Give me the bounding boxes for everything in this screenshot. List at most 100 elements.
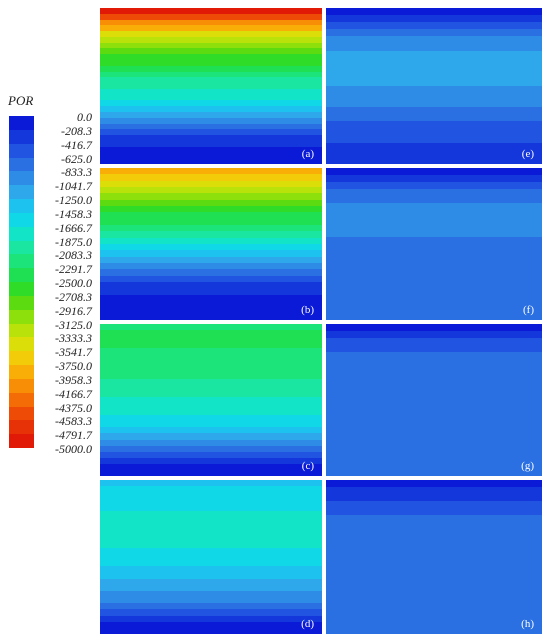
- contour-band: [100, 439, 322, 447]
- contour-band: [100, 83, 322, 90]
- contour-band: [100, 480, 322, 487]
- contour-band: [326, 216, 542, 224]
- contour-band: [100, 168, 322, 175]
- contour-band: [326, 107, 542, 115]
- contour-band: [100, 117, 322, 125]
- contour-band: [100, 330, 322, 337]
- legend-swatch: [9, 268, 34, 283]
- contour-band: [100, 225, 322, 232]
- contour-band: [100, 313, 322, 320]
- contour-band: [326, 434, 542, 443]
- contour-band: [100, 510, 322, 518]
- contour-band: [326, 36, 542, 45]
- panel-label: (g): [521, 460, 534, 472]
- contour-band: [100, 8, 322, 15]
- contour-band: [100, 603, 322, 610]
- contour-band: [326, 237, 542, 245]
- contour-band: [100, 627, 322, 634]
- contour-band: [100, 553, 322, 561]
- legend-swatch: [9, 295, 34, 311]
- contour-band: [100, 112, 322, 119]
- contour-band: [326, 22, 542, 30]
- contour-band: [326, 278, 542, 287]
- panel-h: (h): [326, 480, 542, 634]
- contour-band: [326, 529, 542, 537]
- contour-band: [100, 36, 322, 44]
- contour-band: [100, 597, 322, 604]
- contour-band: [100, 498, 322, 506]
- contour-band: [326, 515, 542, 523]
- contour-band: [326, 306, 542, 314]
- contour-band: [100, 263, 322, 270]
- contour-band: [326, 365, 542, 373]
- legend-label: -2500.0: [55, 276, 92, 290]
- contour-band: [326, 393, 542, 401]
- contour-band: [326, 578, 542, 586]
- contour-band: [100, 547, 322, 555]
- contour-band: [100, 409, 322, 416]
- contour-band: [326, 324, 542, 332]
- contour-band: [326, 599, 542, 607]
- contour-band: [326, 257, 542, 266]
- legend-label: -1875.0: [55, 234, 92, 249]
- contour-band: [100, 231, 322, 239]
- panel-label: (a): [301, 148, 314, 160]
- contour-band: [326, 168, 542, 176]
- contour-band: [326, 264, 542, 273]
- legend-swatch: [9, 199, 34, 214]
- contour-band: [100, 621, 322, 629]
- contour-band: [326, 292, 542, 300]
- contour-band: [326, 188, 542, 197]
- contour-band: [100, 348, 322, 355]
- contour-band: [326, 543, 542, 551]
- contour-band: [326, 400, 542, 408]
- contour-band: [100, 60, 322, 67]
- legend-label: -3333.3: [55, 331, 92, 346]
- panel-label: (f): [523, 304, 534, 316]
- contour-band: [100, 199, 322, 207]
- legend-swatch: [9, 129, 34, 145]
- contour-band: [100, 275, 322, 283]
- contour-band: [100, 94, 322, 102]
- contour-band: [100, 146, 322, 154]
- legend-label: -1041.7: [55, 179, 92, 194]
- contour-band: [100, 342, 322, 349]
- contour-band: [326, 64, 542, 73]
- contour-band: [100, 187, 322, 194]
- legend-swatch: [9, 171, 34, 186]
- contour-band: [326, 8, 542, 16]
- contour-band: [100, 301, 322, 308]
- contour-band: [326, 406, 542, 415]
- legend-label: -625.0: [61, 151, 92, 166]
- contour-band: [100, 206, 322, 213]
- legend-swatch: [9, 378, 34, 394]
- panel-e: (e): [326, 8, 542, 164]
- contour-band: [326, 564, 542, 572]
- contour-band: [326, 128, 542, 137]
- legend-label: -1666.7: [55, 220, 92, 235]
- legend-swatch: [9, 406, 34, 421]
- legend-swatch: [9, 351, 34, 366]
- contour-band: [100, 451, 322, 459]
- contour-band: [326, 174, 542, 183]
- contour-band: [326, 313, 542, 320]
- contour-band: [326, 351, 542, 360]
- contour-band: [326, 501, 542, 509]
- contour-band: [326, 413, 542, 422]
- legend-swatch: [9, 254, 34, 269]
- contour-band: [326, 15, 542, 23]
- legend-label: -5000.0: [55, 442, 92, 456]
- contour-band: [100, 237, 322, 245]
- contour-band: [326, 100, 542, 108]
- contour-band: [326, 550, 542, 558]
- legend-swatch: [9, 116, 34, 131]
- panel-a: (a): [100, 8, 322, 164]
- contour-band: [100, 541, 322, 549]
- contour-band: [326, 78, 542, 87]
- contour-band: [326, 271, 542, 280]
- contour-band: [100, 307, 322, 315]
- contour-band: [100, 421, 322, 428]
- legend-label: -4375.0: [55, 400, 92, 415]
- contour-band: [326, 627, 542, 634]
- contour-band: [100, 366, 322, 374]
